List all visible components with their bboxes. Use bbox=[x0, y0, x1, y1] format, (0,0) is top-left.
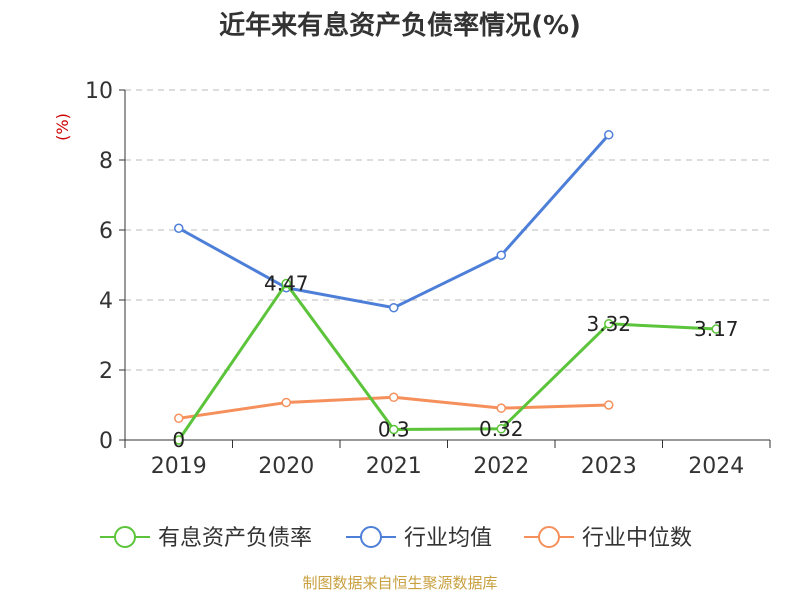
y-tick-label: 2 bbox=[99, 359, 113, 384]
legend-marker bbox=[360, 526, 382, 548]
data-point bbox=[496, 403, 506, 413]
x-tick-label: 2022 bbox=[473, 454, 529, 479]
data-point bbox=[604, 400, 614, 410]
axes: 0 2 4 6 8 10 2019 2020 2021 2022 2023 2024 bbox=[85, 79, 771, 479]
data-label: 3.32 bbox=[586, 312, 631, 336]
x-tick-label: 2019 bbox=[151, 454, 207, 479]
data-point bbox=[496, 250, 506, 260]
data-point bbox=[174, 223, 184, 233]
legend-marker bbox=[114, 526, 136, 548]
y-tick-label: 0 bbox=[99, 429, 113, 454]
data-point bbox=[281, 278, 291, 289]
data-point bbox=[604, 130, 614, 140]
y-tick-label: 6 bbox=[99, 219, 113, 244]
y-tick-label: 4 bbox=[99, 289, 113, 314]
grid-lines bbox=[125, 89, 770, 371]
series-1 bbox=[174, 130, 614, 313]
series-line bbox=[177, 282, 717, 441]
data-label: 0.32 bbox=[479, 417, 524, 441]
data-point bbox=[389, 424, 399, 435]
y-tick-label: 8 bbox=[99, 149, 113, 174]
data-label: 0 bbox=[172, 428, 185, 452]
legend: 有息资产负债率 行业均值 行业中位数 bbox=[100, 526, 692, 551]
y-tick-label: 10 bbox=[85, 79, 113, 104]
legend-marker bbox=[538, 526, 560, 548]
legend-label: 行业均值 bbox=[404, 526, 492, 551]
data-point bbox=[281, 397, 291, 408]
series-lines bbox=[174, 130, 721, 445]
x-tick-label: 2020 bbox=[258, 454, 314, 479]
data-point bbox=[174, 435, 184, 445]
data-point bbox=[711, 324, 721, 334]
x-tick-label: 2023 bbox=[581, 454, 637, 479]
data-point bbox=[174, 413, 184, 424]
data-label: 4.47 bbox=[264, 272, 309, 296]
legend-label: 行业中位数 bbox=[582, 526, 692, 551]
data-labels: 0 4.47 0.3 0.32 3.32 3.17 bbox=[172, 272, 738, 452]
data-point bbox=[604, 319, 614, 329]
x-tick-label: 2021 bbox=[366, 454, 422, 479]
data-point bbox=[496, 424, 506, 434]
legend-label: 有息资产负债率 bbox=[158, 526, 312, 551]
source-note: 制图数据来自恒生聚源数据库 bbox=[302, 574, 497, 592]
data-label: 0.3 bbox=[378, 418, 410, 442]
data-point bbox=[389, 302, 399, 313]
series-line bbox=[178, 133, 610, 310]
y-axis-label: (%) bbox=[53, 113, 72, 141]
x-tick-label: 2024 bbox=[688, 454, 744, 479]
data-point bbox=[389, 392, 399, 403]
series-0 bbox=[174, 278, 721, 445]
series-2 bbox=[174, 392, 614, 424]
data-label: 3.17 bbox=[694, 317, 739, 341]
chart-title: 近年来有息资产负债率情况(%) bbox=[219, 10, 581, 41]
